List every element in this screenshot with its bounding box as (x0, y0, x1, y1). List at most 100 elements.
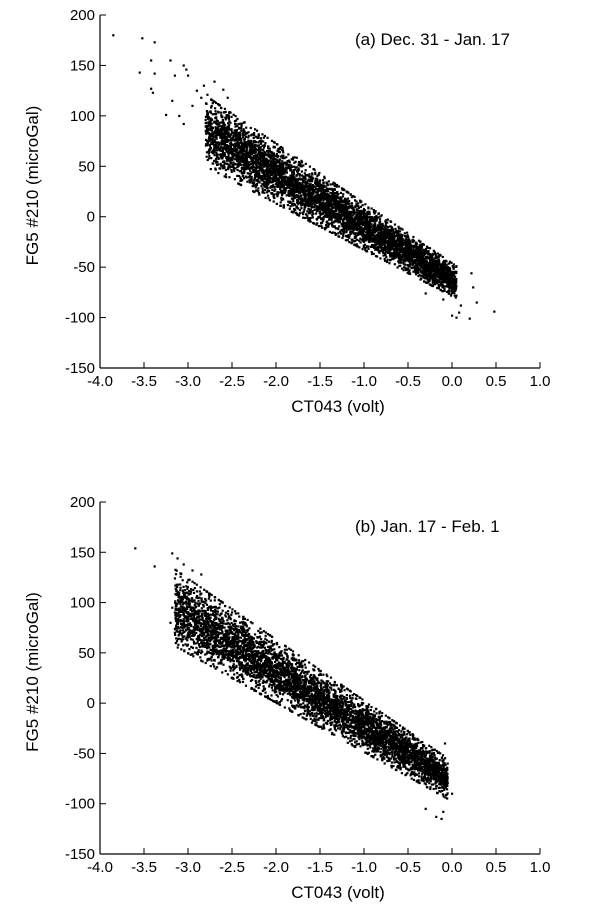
data-point (330, 221, 334, 224)
data-point (219, 131, 222, 134)
data-point (307, 212, 310, 215)
data-point (276, 149, 279, 152)
data-point (251, 158, 255, 161)
data-point (213, 132, 216, 135)
data-point (390, 232, 393, 235)
data-point (395, 234, 398, 238)
data-point (353, 211, 356, 214)
data-point (422, 259, 425, 262)
data-point (366, 223, 369, 226)
data-point (303, 180, 306, 184)
data-point (309, 176, 313, 180)
data-point (348, 204, 351, 207)
data-point (368, 218, 372, 221)
data-point (279, 167, 282, 170)
data-point (240, 137, 243, 140)
data-point (453, 270, 456, 274)
data-point (288, 207, 291, 210)
data-point (286, 182, 290, 186)
data-point (333, 213, 336, 217)
data-point (242, 153, 245, 156)
data-point (356, 216, 359, 219)
data-point (261, 187, 264, 190)
data-point (436, 279, 439, 282)
data-point (448, 267, 451, 270)
data-point (235, 156, 238, 159)
data-point (243, 167, 246, 170)
data-point (248, 151, 251, 154)
data-point (440, 271, 444, 274)
data-point (401, 238, 404, 241)
data-point (309, 195, 312, 198)
data-point (236, 168, 239, 172)
data-point (257, 190, 260, 193)
data-point (242, 154, 245, 157)
data-point (345, 216, 348, 219)
data-point (255, 182, 259, 186)
data-point (257, 157, 260, 160)
data-point (442, 263, 445, 266)
data-point (370, 252, 374, 256)
data-point (255, 163, 258, 166)
data-point (272, 145, 275, 148)
data-point (257, 187, 260, 190)
data-point (274, 188, 277, 191)
data-point (360, 221, 364, 224)
data-point (298, 186, 301, 189)
data-point (257, 174, 261, 178)
data-point (279, 184, 282, 187)
data-point (370, 229, 373, 232)
data-point (281, 165, 284, 168)
data-point (355, 243, 358, 246)
data-point (254, 166, 257, 169)
data-point (238, 157, 241, 160)
data-point (351, 230, 354, 233)
data-point (266, 165, 269, 168)
data-point (353, 243, 356, 246)
data-point (231, 143, 235, 146)
data-point (403, 259, 406, 263)
data-point (380, 231, 383, 234)
data-point (436, 280, 439, 283)
data-point (271, 164, 274, 167)
data-point (430, 275, 433, 278)
data-point (227, 155, 230, 158)
data-point (369, 238, 372, 241)
data-point (272, 156, 276, 160)
data-point (397, 256, 400, 259)
data-point (270, 152, 273, 155)
data-point (237, 161, 240, 164)
data-point (224, 145, 227, 148)
data-point (375, 234, 379, 237)
data-point (369, 240, 372, 243)
data-point (373, 218, 376, 222)
data-point (378, 218, 382, 221)
data-point (389, 220, 393, 223)
data-point (321, 184, 324, 188)
data-point (351, 226, 354, 229)
data-point (233, 131, 236, 134)
data-point (309, 193, 312, 196)
data-point (280, 180, 284, 183)
data-point (219, 125, 222, 128)
data-point (294, 160, 297, 163)
data-point (443, 281, 446, 284)
data-point (207, 128, 210, 131)
data-point (362, 244, 366, 247)
data-point (240, 146, 243, 149)
data-point (374, 246, 377, 250)
data-point (428, 267, 431, 270)
data-point (224, 118, 227, 121)
data-point (447, 280, 450, 283)
data-point (217, 125, 220, 128)
data-point (228, 124, 231, 127)
data-point (333, 182, 337, 185)
data-point (334, 192, 337, 195)
data-point (249, 169, 252, 172)
data-point (283, 168, 287, 171)
data-point (262, 140, 265, 143)
data-point (331, 189, 335, 193)
data-point (445, 271, 448, 274)
data-point (232, 113, 235, 116)
data-point (334, 207, 337, 210)
